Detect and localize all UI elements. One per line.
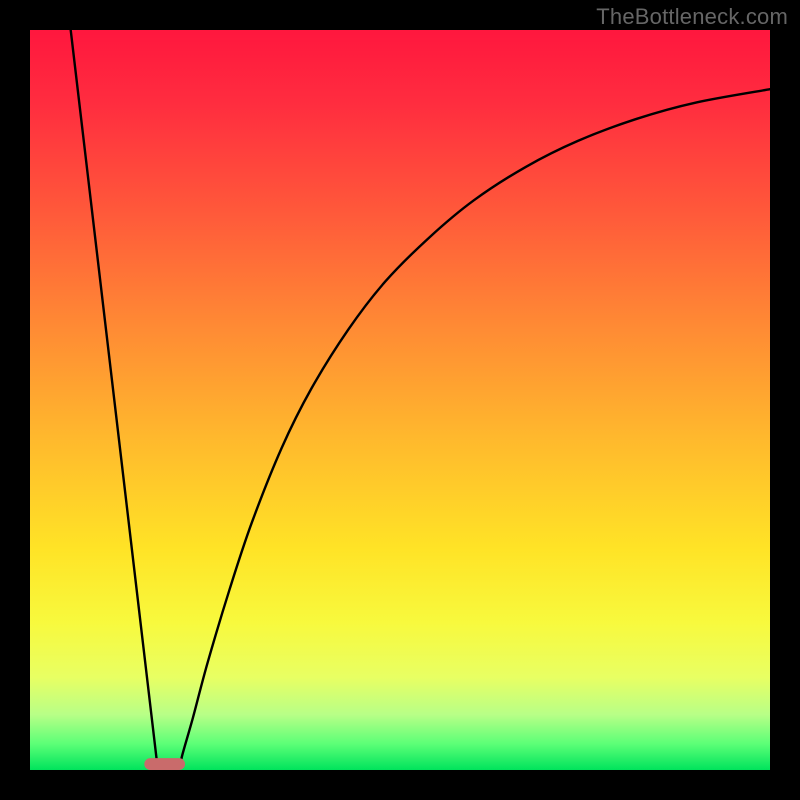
watermark-text: TheBottleneck.com [596, 4, 788, 30]
chart-container: TheBottleneck.com [0, 0, 800, 800]
optimum-marker [144, 758, 185, 770]
bottleneck-chart [0, 0, 800, 800]
chart-plot-background [30, 30, 770, 770]
